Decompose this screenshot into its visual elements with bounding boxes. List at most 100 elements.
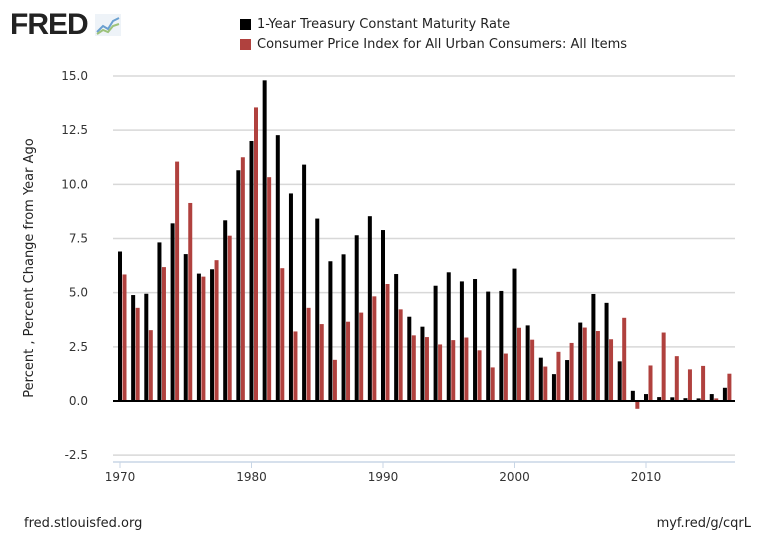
bar-treasury xyxy=(644,394,648,401)
bar-treasury xyxy=(170,223,175,401)
bar-treasury xyxy=(354,235,359,401)
bar-treasury xyxy=(486,291,491,401)
y-tick-label: 0.0 xyxy=(69,394,88,408)
bar-treasury xyxy=(275,135,280,401)
legend-item-treasury[interactable]: 1-Year Treasury Constant Maturity Rate xyxy=(240,14,627,34)
bar-cpi xyxy=(451,340,456,401)
y-tick-label: 15.0 xyxy=(61,69,88,83)
chart-line-icon xyxy=(95,14,122,36)
bar-cpi xyxy=(556,351,561,401)
bar-cpi xyxy=(293,331,298,401)
bar-treasury xyxy=(617,361,622,401)
bar-treasury xyxy=(196,273,201,401)
y-tick-label: 10.0 xyxy=(61,177,88,191)
bar-cpi xyxy=(674,356,679,401)
bar-treasury xyxy=(144,293,149,401)
bar-treasury xyxy=(183,254,188,401)
bar-treasury xyxy=(446,272,451,401)
bar-cpi xyxy=(201,276,206,401)
short-link[interactable]: myf.red/g/cqrL xyxy=(656,516,751,531)
bar-treasury xyxy=(223,220,228,401)
bar-treasury xyxy=(131,295,136,401)
bar-treasury xyxy=(683,398,688,401)
bar-treasury xyxy=(341,254,346,401)
logo-text: FRED xyxy=(10,8,89,41)
bar-cpi xyxy=(135,307,140,401)
bar-cpi xyxy=(359,312,364,401)
bar-treasury xyxy=(578,322,583,401)
legend: 1-Year Treasury Constant Maturity Rate C… xyxy=(240,14,627,54)
bar-cpi xyxy=(635,401,640,409)
bar-treasury xyxy=(288,193,293,401)
bar-treasury xyxy=(407,316,412,401)
y-tick-label: 12.5 xyxy=(61,123,88,137)
bar-cpi xyxy=(464,337,469,401)
legend-item-cpi[interactable]: Consumer Price Index for All Urban Consu… xyxy=(240,34,627,54)
bar-cpi xyxy=(503,353,508,401)
bar-cpi xyxy=(569,342,574,401)
bar-treasury xyxy=(512,268,517,401)
bar-cpi xyxy=(240,157,245,401)
source-link[interactable]: fred.stlouisfed.org xyxy=(24,516,143,531)
bar-cpi xyxy=(727,373,732,401)
bar-cpi xyxy=(661,332,666,401)
bar-cpi xyxy=(122,274,127,401)
x-tick-label: 2010 xyxy=(631,470,662,484)
bar-treasury xyxy=(433,285,438,401)
bar-treasury xyxy=(236,170,241,401)
bar-cpi xyxy=(175,161,180,401)
bar-cpi xyxy=(648,365,653,401)
bar-cpi xyxy=(332,359,337,401)
bar-cpi xyxy=(438,344,443,401)
bar-cpi xyxy=(346,321,351,401)
bar-cpi xyxy=(254,107,258,402)
bar-cpi xyxy=(424,337,429,401)
x-tick-label: 1980 xyxy=(236,470,267,484)
bar-cpi xyxy=(714,398,719,401)
bar-cpi xyxy=(701,365,706,401)
bar-cpi xyxy=(622,317,627,401)
bar-treasury xyxy=(249,141,254,401)
bar-treasury xyxy=(118,251,122,401)
bar-cpi xyxy=(543,366,548,401)
bar-treasury xyxy=(459,281,464,401)
bar-treasury xyxy=(551,374,556,401)
bar-treasury xyxy=(604,302,609,401)
bar-cpi xyxy=(267,177,272,401)
y-axis-label: Percent , Percent Change from Year Ago xyxy=(22,138,37,397)
bar-cpi xyxy=(490,367,495,401)
x-tick-label: 1970 xyxy=(105,470,136,484)
x-tick-label: 1990 xyxy=(368,470,399,484)
bar-treasury xyxy=(262,80,267,401)
bar-cpi xyxy=(385,284,390,401)
bar-treasury xyxy=(722,387,727,401)
bar-cpi xyxy=(161,267,166,401)
bar-cpi xyxy=(398,309,403,401)
legend-swatch xyxy=(240,18,251,30)
bar-treasury xyxy=(367,216,372,401)
y-tick-label: 7.5 xyxy=(69,232,88,246)
bar-treasury xyxy=(157,242,162,401)
bar-cpi xyxy=(306,307,311,401)
bar-cpi xyxy=(372,296,377,401)
bar-treasury xyxy=(591,293,596,401)
bar-cpi xyxy=(687,369,692,401)
y-tick-label: 5.0 xyxy=(69,286,88,300)
bar-treasury xyxy=(670,397,675,401)
bar-cpi xyxy=(280,268,285,401)
legend-label: Consumer Price Index for All Urban Consu… xyxy=(257,36,628,52)
bar-cpi xyxy=(530,339,535,401)
bar-treasury xyxy=(394,274,399,401)
bar-cpi xyxy=(148,330,153,401)
bar-cpi xyxy=(517,327,521,401)
fred-logo[interactable]: FRED xyxy=(10,8,122,42)
bar-treasury xyxy=(473,279,478,401)
bar-treasury xyxy=(696,398,701,401)
bar-treasury xyxy=(328,261,333,401)
bar-cpi xyxy=(477,350,482,401)
bar-cpi xyxy=(227,235,232,401)
legend-swatch xyxy=(240,38,251,50)
x-tick-label: 2000 xyxy=(499,470,530,484)
